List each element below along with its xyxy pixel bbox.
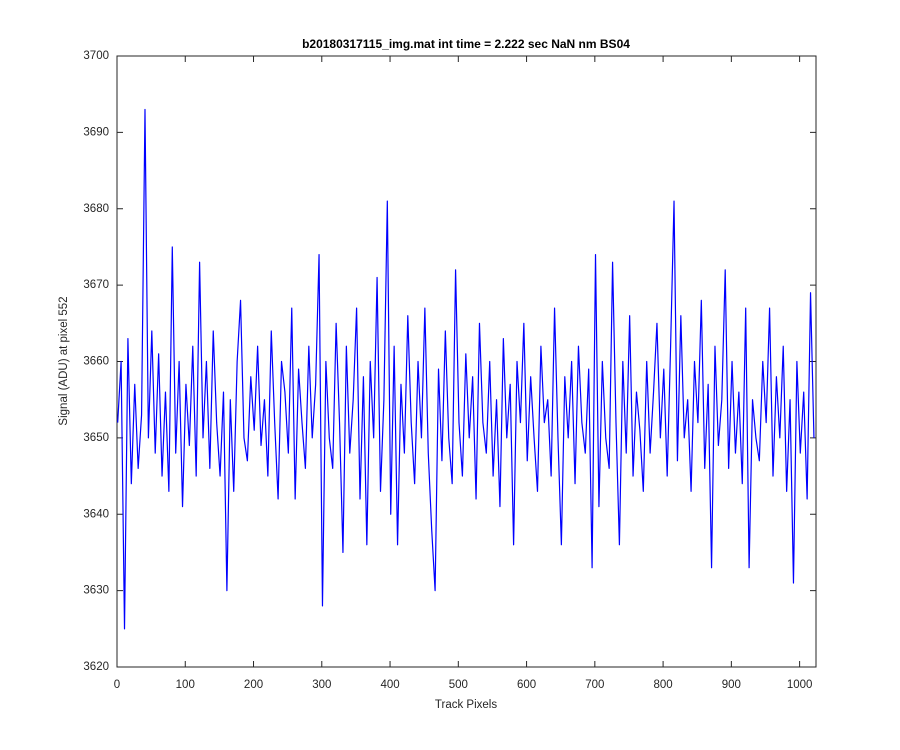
x-tick-label: 100 [176,679,195,691]
x-tick-label: 500 [449,679,468,691]
data-line [117,108,815,630]
y-tick-label: 3660 [83,356,109,368]
x-tick-label: 800 [654,679,673,691]
x-tick-label: 900 [722,679,741,691]
x-tick-label: 400 [380,679,399,691]
y-tick-label: 3630 [83,585,109,597]
chart-title: b20180317115_img.mat int time = 2.222 se… [302,37,630,51]
y-tick-label: 3670 [83,279,109,291]
x-tick-label: 600 [517,679,536,691]
x-tick-label: 700 [585,679,604,691]
x-tick-label: 1000 [787,679,813,691]
y-tick-label: 3700 [83,50,109,62]
x-tick-label: 200 [244,679,263,691]
y-tick-label: 3650 [83,432,109,444]
x-tick-label: 300 [312,679,331,691]
x-tick-label: 0 [114,679,120,691]
y-tick-label: 3690 [83,126,109,138]
x-axis-label: Track Pixels [435,699,497,711]
y-tick-label: 3620 [83,661,109,673]
y-tick-label: 3640 [83,508,109,520]
y-tick-label: 3680 [83,203,109,215]
y-axis-label: Signal (ADU) at pixel 552 [58,296,70,425]
